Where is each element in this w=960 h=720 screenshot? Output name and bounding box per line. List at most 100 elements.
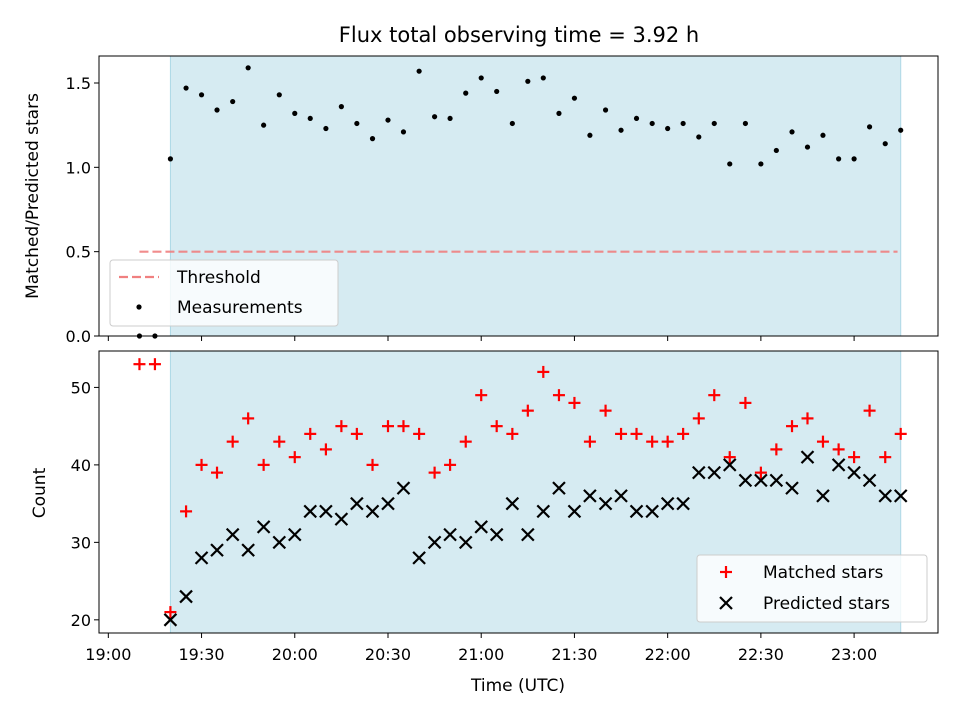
matched-star-point	[180, 505, 193, 518]
predicted-star-stroke-b	[163, 613, 178, 627]
xtick-label: 20:00	[272, 645, 318, 664]
matched-star-point	[661, 435, 674, 448]
matched-star-point	[583, 435, 596, 448]
matched-star-point	[133, 358, 146, 371]
matched-star-point	[148, 358, 161, 371]
measurement-point	[649, 120, 655, 127]
predicted-star-point	[474, 520, 488, 534]
measurement-point	[183, 85, 189, 91]
measurement-point	[369, 136, 376, 142]
measurement-point	[898, 127, 904, 133]
measurement-point	[618, 127, 624, 133]
xtick-label: 20:30	[365, 645, 411, 664]
matched-star-point	[444, 458, 457, 471]
matched-star-point	[739, 396, 752, 409]
bottom-ytick-label: 40	[71, 456, 91, 475]
matched-star-point	[708, 389, 721, 402]
predicted-star-stroke-b	[521, 527, 535, 542]
predicted-star-stroke-b	[722, 458, 737, 472]
predicted-star-stroke-b	[785, 481, 799, 495]
measurement-point	[882, 141, 888, 147]
top-axes-frame	[98, 55, 939, 337]
legend-threshold-label: Threshold	[176, 268, 261, 288]
predicted-star-stroke-b	[893, 489, 908, 503]
predicted-star-point	[893, 489, 908, 503]
predicted-star-point	[862, 473, 877, 488]
predicted-star-point	[614, 489, 628, 503]
predicted-star-point	[676, 496, 690, 511]
predicted-star-stroke-b	[225, 527, 240, 542]
measurement-point	[416, 68, 422, 74]
matched-star-point	[816, 435, 829, 448]
measurement-point	[198, 92, 205, 98]
predicted-star-stroke-b	[878, 489, 893, 503]
matched-star-point	[506, 427, 519, 440]
predicted-star-stroke-b	[365, 504, 380, 519]
measurement-point	[385, 117, 391, 123]
measurement-point	[866, 124, 873, 130]
top-ytick-label: 1.5	[66, 74, 91, 93]
predicted-star-point	[458, 535, 473, 550]
predicted-star-stroke-b	[629, 504, 644, 519]
matched-star-point	[350, 427, 363, 440]
measurement-point	[261, 122, 267, 128]
top-ytick-label: 1.0	[66, 158, 91, 177]
bottom-legend: Matched stars Predicted stars	[696, 554, 928, 623]
predicted-star-point	[256, 520, 271, 534]
legend-predicted-swatch	[719, 596, 733, 610]
predicted-star-point	[319, 504, 333, 519]
predicted-star-point	[692, 465, 706, 480]
matched-star-point	[537, 365, 550, 378]
matched-star-point	[677, 427, 690, 440]
predicted-star-stroke-b	[738, 473, 753, 488]
predicted-star-stroke-b	[443, 527, 457, 542]
predicted-star-stroke-b	[816, 489, 830, 503]
predicted-star-point	[583, 489, 597, 503]
measurement-point	[758, 161, 764, 167]
predicted-star-stroke-b	[552, 481, 566, 495]
matched-star-point	[413, 427, 426, 440]
measurement-point	[680, 120, 686, 127]
predicted-star-stroke-b	[567, 504, 582, 519]
measurement-point	[276, 92, 282, 98]
xtick-label: 23:00	[831, 645, 877, 664]
predicted-star-stroke-b	[645, 504, 659, 519]
predicted-star-point	[303, 504, 318, 519]
measurement-point	[571, 95, 578, 101]
measurement-point	[602, 107, 609, 113]
bottom-ytick-label: 30	[71, 533, 91, 552]
predicted-star-point	[396, 481, 411, 495]
matched-star-point	[475, 389, 488, 402]
predicted-star-stroke-b	[614, 489, 628, 503]
predicted-star-stroke-b	[241, 543, 255, 557]
predicted-star-stroke-b	[800, 450, 815, 464]
bottom-x-axis: 19:00 19:30 20:00 20:30 21:00 21:30 22:00 22:30…	[85, 633, 877, 664]
xtick-label: 19:30	[178, 645, 224, 664]
predicted-star-point	[350, 496, 364, 511]
xtick-label: 22:00	[645, 645, 691, 664]
measurement-point	[354, 120, 360, 127]
predicted-star-stroke-b	[598, 496, 613, 511]
predicted-star-stroke-b	[583, 489, 597, 503]
matched-star-point	[242, 412, 255, 425]
matched-star-point	[832, 443, 845, 456]
measurement-point	[556, 110, 562, 116]
xtick-label: 19:00	[85, 645, 131, 664]
predicted-star-point	[505, 496, 520, 511]
measurement-point	[851, 156, 857, 162]
predicted-star-stroke-b	[194, 551, 209, 565]
matched-star-point	[630, 427, 643, 440]
predicted-star-point	[179, 589, 193, 604]
legend-matched-swatch	[720, 566, 732, 578]
predicted-star-stroke-b	[474, 520, 488, 534]
predicted-star-stroke-b	[272, 535, 287, 550]
measurement-point	[665, 125, 671, 132]
x-axis-label: Time (UTC)	[470, 676, 565, 696]
legend-measurements-label: Measurements	[177, 298, 303, 318]
predicted-star-stroke-b	[831, 458, 846, 472]
measurement-point	[478, 75, 484, 81]
measurement-point	[432, 114, 438, 120]
matched-star-point	[521, 404, 534, 417]
predicted-star-point	[334, 512, 349, 526]
top-x-axis-ticks	[107, 336, 855, 341]
